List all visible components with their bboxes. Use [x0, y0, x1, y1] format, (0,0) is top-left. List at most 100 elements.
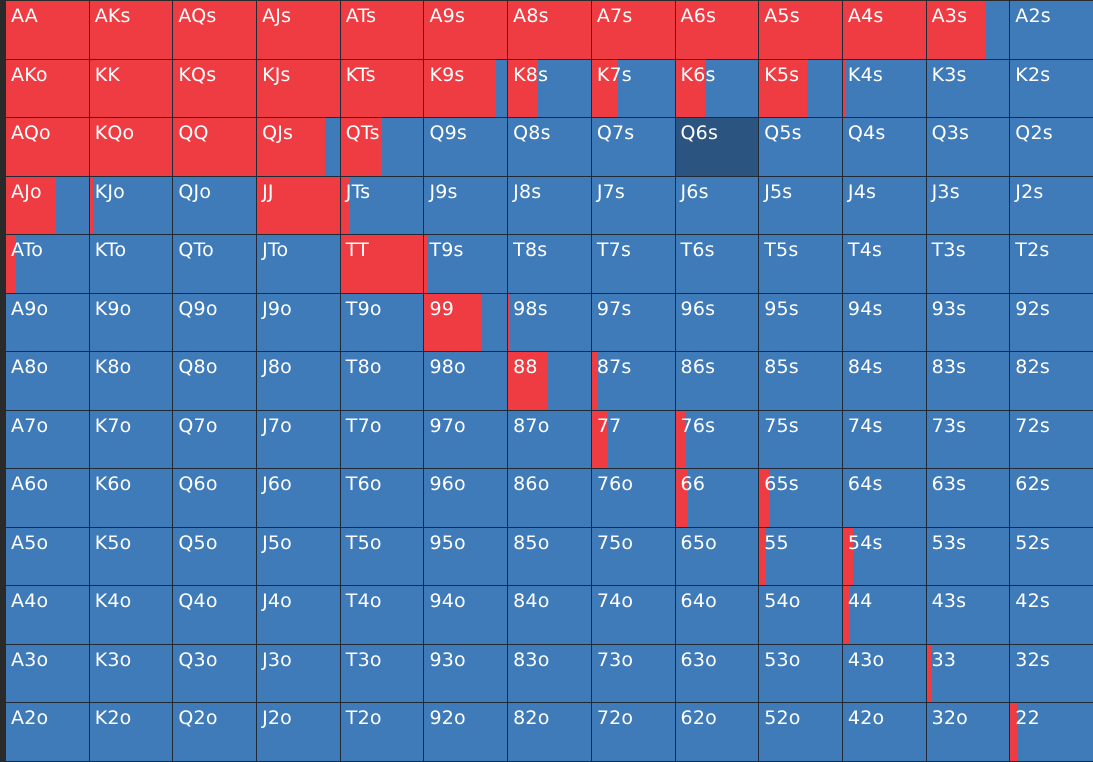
hand-cell[interactable]: J4o	[257, 586, 340, 644]
hand-cell[interactable]: AQo	[6, 118, 89, 176]
hand-cell[interactable]: 98o	[424, 352, 508, 410]
hand-cell[interactable]: J5o	[257, 527, 340, 586]
hand-cell[interactable]: A9s	[424, 1, 508, 59]
hand-cell[interactable]: AA	[6, 1, 89, 59]
hand-cell[interactable]: J2o	[257, 703, 340, 761]
hand-cell[interactable]: 32o	[926, 703, 1010, 761]
hand-cell[interactable]: 76o	[591, 469, 675, 527]
hand-cell[interactable]: KTs	[340, 59, 424, 118]
hand-cell[interactable]: T6o	[340, 469, 424, 527]
hand-cell[interactable]: Q7s	[591, 118, 675, 176]
hand-cell[interactable]: 83s	[926, 352, 1010, 410]
hand-cell[interactable]: K4s	[842, 59, 926, 118]
hand-cell[interactable]: KTo	[89, 235, 173, 293]
hand-cell[interactable]: QQ	[173, 118, 257, 176]
hand-cell[interactable]: 86o	[508, 469, 591, 527]
hand-cell[interactable]: QTs	[340, 118, 424, 176]
hand-cell[interactable]: 43s	[926, 586, 1010, 644]
hand-cell[interactable]: 73o	[591, 644, 675, 703]
hand-cell[interactable]: A9o	[6, 293, 89, 352]
hand-cell[interactable]: JTs	[340, 176, 424, 235]
hand-cell[interactable]: 64s	[842, 469, 926, 527]
hand-cell[interactable]: 53o	[759, 644, 842, 703]
hand-cell[interactable]: T8o	[340, 352, 424, 410]
hand-cell[interactable]: 22	[1010, 703, 1093, 761]
hand-cell[interactable]: J5s	[759, 176, 842, 235]
hand-cell[interactable]: 87s	[591, 352, 675, 410]
hand-cell[interactable]: AJs	[257, 1, 340, 59]
hand-cell[interactable]: Q5o	[173, 527, 257, 586]
hand-cell[interactable]: QTo	[173, 235, 257, 293]
hand-cell[interactable]: T2s	[1010, 235, 1093, 293]
hand-cell[interactable]: T9o	[340, 293, 424, 352]
hand-cell[interactable]: J9o	[257, 293, 340, 352]
hand-cell[interactable]: 54o	[759, 586, 842, 644]
hand-cell[interactable]: Q4s	[842, 118, 926, 176]
hand-cell[interactable]: K8s	[508, 59, 591, 118]
hand-cell[interactable]: K2o	[89, 703, 173, 761]
hand-cell[interactable]: 94o	[424, 586, 508, 644]
hand-cell[interactable]: T6s	[675, 235, 759, 293]
hand-cell[interactable]: 75o	[591, 527, 675, 586]
hand-cell[interactable]: 74s	[842, 410, 926, 469]
hand-cell[interactable]: K3s	[926, 59, 1010, 118]
hand-cell[interactable]: 82s	[1010, 352, 1093, 410]
hand-cell[interactable]: Q5s	[759, 118, 842, 176]
hand-cell[interactable]: A6o	[6, 469, 89, 527]
hand-cell[interactable]: T4s	[842, 235, 926, 293]
hand-cell[interactable]: 76s	[675, 410, 759, 469]
hand-cell[interactable]: A5o	[6, 527, 89, 586]
hand-cell[interactable]: K6s	[675, 59, 759, 118]
hand-cell[interactable]: 53s	[926, 527, 1010, 586]
hand-cell[interactable]: Q8o	[173, 352, 257, 410]
hand-cell[interactable]: 97o	[424, 410, 508, 469]
hand-cell[interactable]: A8s	[508, 1, 591, 59]
hand-cell[interactable]: ATs	[340, 1, 424, 59]
hand-cell[interactable]: 62s	[1010, 469, 1093, 527]
hand-cell[interactable]: 95s	[759, 293, 842, 352]
hand-cell[interactable]: A2o	[6, 703, 89, 761]
hand-cell[interactable]: J6o	[257, 469, 340, 527]
hand-cell[interactable]: Q9s	[424, 118, 508, 176]
hand-cell[interactable]: 32s	[1010, 644, 1093, 703]
hand-cell[interactable]: T3o	[340, 644, 424, 703]
hand-cell[interactable]: A6s	[675, 1, 759, 59]
hand-cell[interactable]: K5s	[759, 59, 842, 118]
hand-cell[interactable]: J7s	[591, 176, 675, 235]
hand-cell[interactable]: 94s	[842, 293, 926, 352]
hand-cell[interactable]: 93s	[926, 293, 1010, 352]
hand-cell[interactable]: KJo	[89, 176, 173, 235]
hand-cell[interactable]: KQs	[173, 59, 257, 118]
hand-cell[interactable]: A4s	[842, 1, 926, 59]
hand-cell[interactable]: 42o	[842, 703, 926, 761]
hand-cell[interactable]: 96o	[424, 469, 508, 527]
hand-cell[interactable]: 42s	[1010, 586, 1093, 644]
hand-cell[interactable]: J6s	[675, 176, 759, 235]
hand-cell[interactable]: 92o	[424, 703, 508, 761]
hand-cell[interactable]: TT	[340, 235, 424, 293]
hand-cell[interactable]: 88	[508, 352, 591, 410]
hand-cell[interactable]: 92s	[1010, 293, 1093, 352]
hand-cell[interactable]: A2s	[1010, 1, 1093, 59]
hand-cell[interactable]: J8o	[257, 352, 340, 410]
hand-cell[interactable]: 52o	[759, 703, 842, 761]
hand-cell[interactable]: Q7o	[173, 410, 257, 469]
hand-cell[interactable]: J3o	[257, 644, 340, 703]
hand-cell[interactable]: ATo	[6, 235, 89, 293]
hand-cell[interactable]: 99	[424, 293, 508, 352]
hand-cell[interactable]: A8o	[6, 352, 89, 410]
hand-cell[interactable]: A7o	[6, 410, 89, 469]
hand-cell[interactable]: A4o	[6, 586, 89, 644]
hand-cell[interactable]: 62o	[675, 703, 759, 761]
hand-cell[interactable]: JJ	[257, 176, 340, 235]
hand-cell[interactable]: 43o	[842, 644, 926, 703]
hand-cell[interactable]: T7o	[340, 410, 424, 469]
hand-cell[interactable]: 66	[675, 469, 759, 527]
hand-cell[interactable]: 65s	[759, 469, 842, 527]
hand-cell[interactable]: 55	[759, 527, 842, 586]
hand-cell[interactable]: K7s	[591, 59, 675, 118]
hand-cell[interactable]: 72s	[1010, 410, 1093, 469]
hand-cell[interactable]: AKo	[6, 59, 89, 118]
hand-cell[interactable]: K8o	[89, 352, 173, 410]
hand-cell[interactable]: T9s	[424, 235, 508, 293]
